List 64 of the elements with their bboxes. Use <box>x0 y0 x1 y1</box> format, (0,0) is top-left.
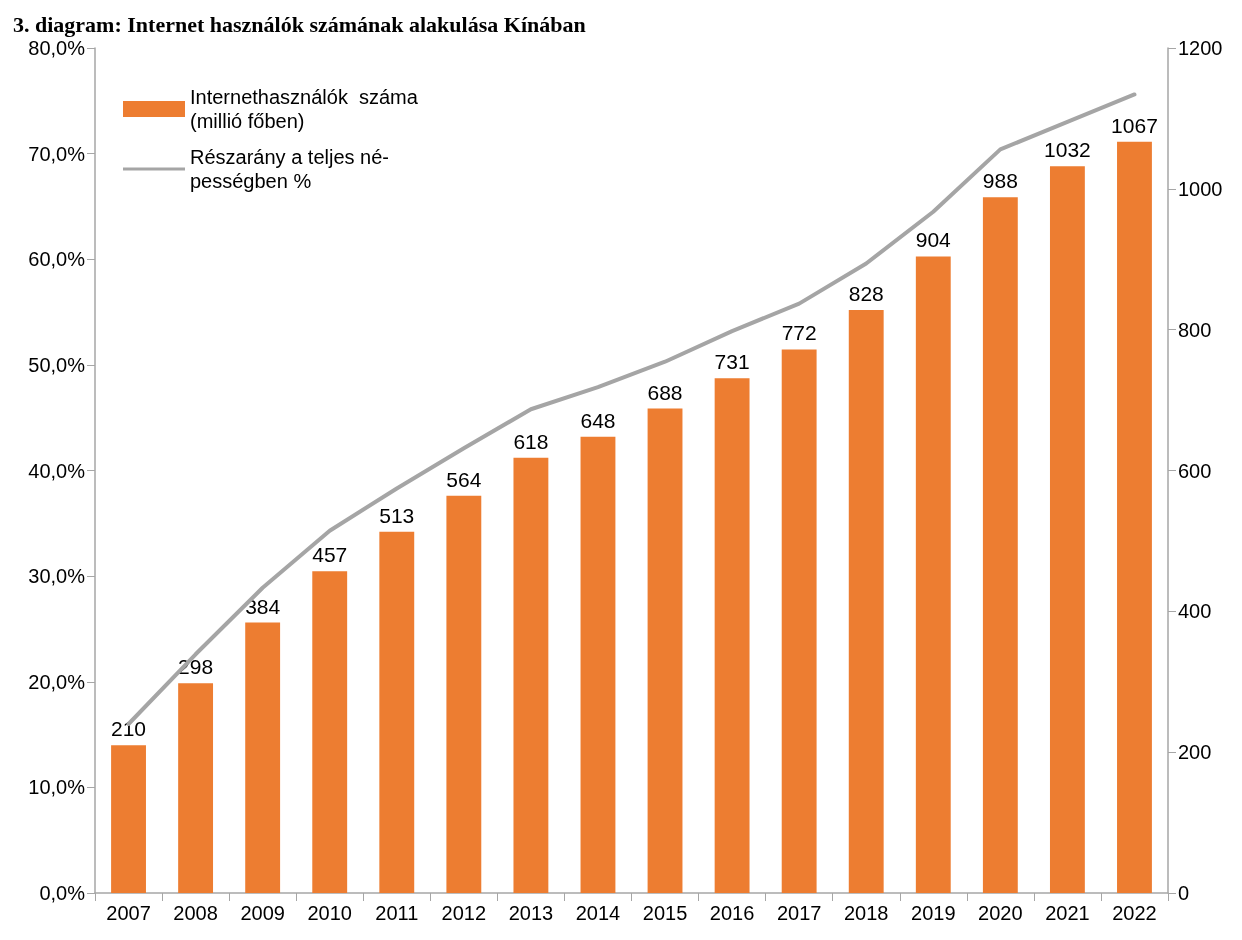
y-tick-label: 40,0% <box>28 459 86 482</box>
x-tick-label: 2008 <box>173 902 218 924</box>
y-tick-label: 20,0% <box>28 670 86 693</box>
y2-tick-label: 200 <box>1178 741 1212 764</box>
x-tick-label: 2014 <box>575 902 621 924</box>
data-label: 688 <box>647 380 683 404</box>
x-tick-label: 2019 <box>911 902 956 924</box>
y-tick-label: 80,0% <box>28 37 86 59</box>
bar <box>848 309 884 893</box>
x-tick-label: 2012 <box>441 902 487 924</box>
x-tick-label: 2018 <box>843 902 889 924</box>
bar <box>714 378 750 893</box>
x-tick-label: 2009 <box>240 902 285 924</box>
x-tick-label: 2020 <box>978 902 1023 924</box>
bar <box>178 683 214 893</box>
x-tick-label: 2015 <box>642 902 688 924</box>
bar <box>580 436 616 893</box>
y2-tick-label: 1200 <box>1178 37 1223 59</box>
x-tick-label: 2013 <box>508 902 554 924</box>
data-label: 772 <box>781 321 817 345</box>
data-label: 904 <box>915 228 952 252</box>
y2-tick-label: 800 <box>1178 318 1212 341</box>
y-tick-label: 0,0% <box>39 882 86 904</box>
data-label: 513 <box>379 503 415 527</box>
data-label: 618 <box>513 429 549 453</box>
y2-tick-label: 400 <box>1178 600 1212 623</box>
y2-tick-label: 600 <box>1178 459 1212 482</box>
bar <box>1117 141 1152 893</box>
x-tick-label: 2022 <box>1112 902 1157 924</box>
bar <box>513 457 549 893</box>
y2-tick-label: 1000 <box>1178 177 1223 200</box>
y-tick-label: 30,0% <box>28 565 86 588</box>
data-label: 457 <box>312 543 348 567</box>
bar <box>446 495 482 893</box>
x-tick-label: 2011 <box>375 902 419 924</box>
x-tick-label: 2016 <box>709 902 755 924</box>
data-label: 1032 <box>1044 138 1091 162</box>
bar <box>915 256 951 893</box>
bar <box>982 197 1018 893</box>
bar <box>379 531 415 893</box>
data-label: 988 <box>982 169 1018 193</box>
x-tick-label: 2021 <box>1045 902 1090 924</box>
bar <box>245 622 281 893</box>
data-label: 564 <box>446 467 482 491</box>
x-tick-label: 2007 <box>106 902 151 924</box>
bar <box>312 571 348 893</box>
bar <box>111 745 146 893</box>
data-label: 1067 <box>1111 113 1158 137</box>
legend-label: Részarány a teljes né- pességben % <box>190 146 389 192</box>
x-tick-label: 2010 <box>307 902 352 924</box>
legend-label: Internethasználók száma (millió főben) <box>190 86 419 132</box>
y2-tick-label: 0 <box>1178 882 1190 904</box>
data-label: 828 <box>848 281 884 305</box>
y-tick-label: 10,0% <box>28 776 86 799</box>
data-label: 731 <box>714 350 750 374</box>
y-tick-label: 70,0% <box>28 142 86 165</box>
x-tick-label: 2017 <box>776 902 822 924</box>
bar <box>1049 166 1085 893</box>
y-tick-label: 60,0% <box>28 248 86 271</box>
data-label: 648 <box>580 408 616 432</box>
bar <box>781 349 817 893</box>
chart-title: 3. diagram: Internet használók számának alakulása Kínában <box>13 11 586 37</box>
bar <box>647 408 683 893</box>
y-tick-label: 50,0% <box>28 353 86 376</box>
